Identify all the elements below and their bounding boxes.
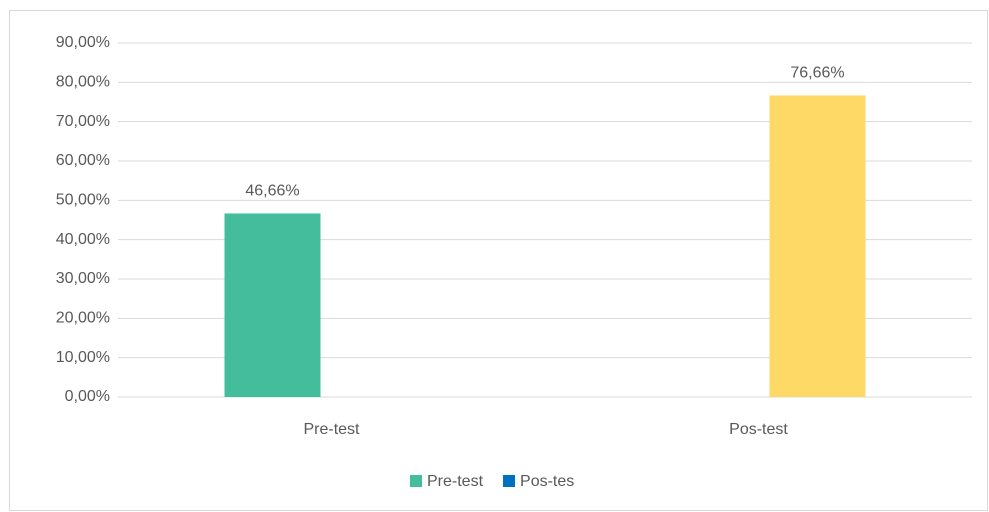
y-tick-label: 70,00% [56, 113, 110, 130]
y-tick-label: 40,00% [56, 231, 110, 248]
bar [769, 95, 866, 397]
x-tick-label: Pos-test [729, 421, 788, 438]
x-tick-label: Pre-test [303, 421, 360, 438]
y-tick-label: 0,00% [65, 388, 110, 405]
bar [224, 213, 321, 397]
y-tick-label: 80,00% [56, 74, 110, 91]
legend-swatch [503, 475, 516, 487]
y-tick-label: 90,00% [56, 34, 110, 51]
legend-label: Pos-tes [520, 473, 574, 490]
y-tick-label: 30,00% [56, 270, 110, 287]
y-tick-label: 60,00% [56, 152, 110, 169]
legend-swatch [410, 475, 422, 487]
y-tick-label: 50,00% [56, 192, 110, 209]
y-tick-label: 10,00% [56, 349, 110, 366]
data-label: 46,66% [245, 183, 299, 200]
data-label: 76,66% [790, 65, 844, 82]
legend-label: Pre-test [427, 473, 484, 490]
y-tick-label: 20,00% [56, 310, 110, 327]
